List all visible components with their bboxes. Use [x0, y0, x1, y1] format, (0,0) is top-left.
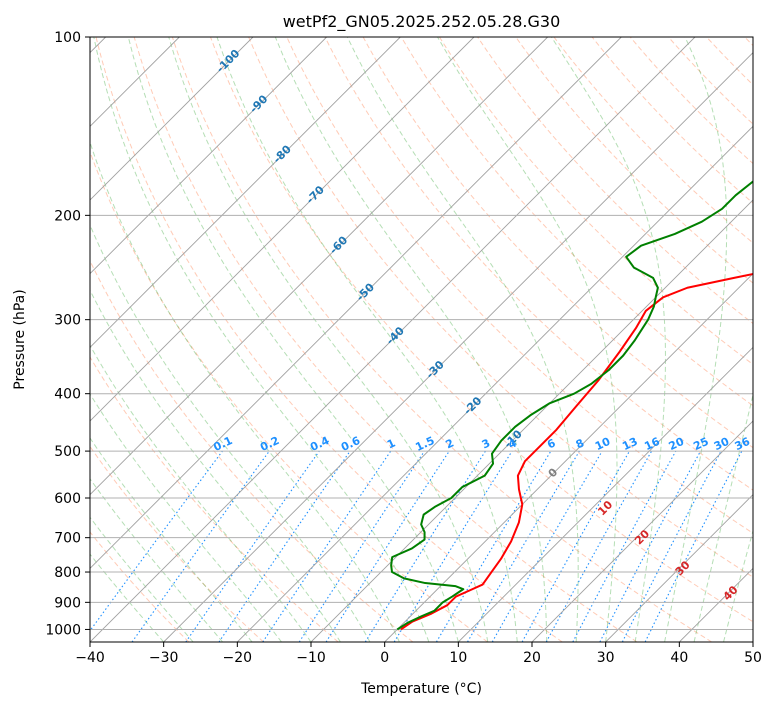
moist-adiabat-line [90, 393, 282, 642]
moist-adiabat-line [346, 37, 579, 642]
mixing-ratio-line [185, 450, 320, 642]
moist-adiabat-line [90, 437, 253, 642]
mixing-ratio-line [90, 450, 223, 632]
dry-adiabat-line [133, 37, 638, 642]
dry-adiabat-line [90, 150, 488, 642]
y-tick-label: 200 [54, 208, 81, 224]
x-tick-label: −40 [75, 650, 105, 666]
x-tick-label: 10 [449, 650, 467, 666]
plot-frame [89, 36, 754, 643]
moist-adiabat-line [168, 37, 489, 642]
dry-adiabat-line [90, 259, 414, 642]
mixing-ratio-line [572, 450, 677, 642]
dry-adiabat-line [210, 37, 753, 623]
mixing-ratio-line [218, 450, 351, 642]
moist-adiabat-line [551, 37, 666, 642]
mixing-ratio-line [491, 450, 603, 642]
y-axis-label: Pressure (hPa) [12, 289, 28, 389]
y-tick-label: 300 [54, 313, 81, 329]
moist-adiabat-line [90, 140, 400, 642]
isotherm-line [90, 37, 622, 569]
dry-adiabat-line [171, 37, 712, 642]
dry-adiabat-line [286, 37, 753, 534]
mixing-ratio-lines [90, 450, 743, 642]
y-tick-label: 100 [54, 30, 81, 46]
y-tick-label: 600 [54, 491, 81, 507]
x-tick-label: 0 [380, 650, 389, 666]
profile-series [390, 180, 753, 631]
moist-adiabat-line [216, 37, 518, 642]
mixing-ratio-label: 30 [712, 435, 732, 453]
mixing-ratio-label: 10 [593, 435, 613, 453]
temperature-line [400, 272, 753, 631]
y-tick-label: 900 [54, 595, 81, 611]
mixing-ratio-line [131, 450, 270, 642]
isotherm-line [531, 420, 753, 642]
mixing-ratio-line [521, 450, 630, 642]
moist-adiabat-line [93, 37, 430, 642]
x-tick-label: 30 [597, 650, 615, 666]
isotherm-line [90, 37, 327, 275]
dry-adiabat-line [90, 356, 339, 642]
x-tick-label: −10 [296, 650, 326, 666]
isotherm-line [310, 199, 753, 642]
mixing-ratio-label: 36 [733, 435, 753, 453]
mixing-ratio-label: 16 [642, 435, 662, 453]
dewpoint-line [390, 180, 753, 631]
moist-adiabat-line [437, 37, 618, 642]
x-axis-label: Temperature (°C) [360, 681, 482, 697]
isotherm-line [90, 37, 548, 496]
mixing-ratio-line [325, 450, 450, 642]
plot-content: -100-90-80-70-60-50-40-30-20-1000.1 0.2 0.… [90, 37, 753, 642]
moist-adiabat-line [723, 529, 753, 642]
dry-adiabat-line [248, 37, 753, 578]
isotherm-line [384, 273, 753, 642]
dry-adiabat-line [439, 37, 753, 366]
isotherm-line [90, 37, 254, 201]
moist-adiabat-line [90, 289, 341, 642]
dry-adiabat-line [95, 37, 563, 642]
dry-adiabat-line [477, 37, 753, 325]
mixing-ratio-label: 13 [620, 435, 639, 453]
y-tick-label: 700 [54, 531, 81, 547]
y-tick-label: 1000 [45, 622, 81, 638]
isotherm-line [163, 52, 753, 642]
dry-adiabat-line [553, 37, 753, 244]
moist-adiabat-line [664, 37, 728, 642]
moist-adiabat-line [90, 223, 371, 642]
chart-title: wetPf2_GN05.2025.252.05.28.G30 [283, 12, 561, 32]
axes-layer: −40 −30 −20 −10 0 10 20 30 40 50 1000 900 800 700 600 5… [45, 30, 762, 666]
isotherm-line [90, 37, 475, 422]
mixing-ratio-label: 20 [667, 435, 687, 453]
mixing-ratio-line [364, 450, 486, 642]
x-tick-label: 50 [744, 650, 762, 666]
y-tick-label: 800 [54, 565, 81, 581]
y-tick-label: 400 [54, 387, 81, 403]
mixing-ratio-label: 25 [691, 435, 710, 453]
x-tick-label: −30 [149, 650, 179, 666]
isobars [90, 37, 753, 630]
x-tick-label: −20 [223, 650, 253, 666]
isotherm-line [237, 125, 753, 642]
mixing-ratio-line [467, 450, 580, 642]
isotherm-line [90, 37, 696, 642]
dry-adiabat-line [591, 37, 753, 204]
moist-adiabat-line [693, 392, 753, 642]
dry-adiabat-line [324, 37, 753, 491]
plot-area [90, 37, 753, 642]
isotherms [90, 37, 753, 642]
x-tick-label: 40 [670, 650, 688, 666]
dry-adiabat-line [400, 37, 753, 407]
mixing-ratio-line [435, 450, 552, 642]
dry-adiabat-line [90, 531, 190, 642]
x-tick-label: 20 [523, 650, 541, 666]
y-tick-label: 500 [54, 444, 81, 460]
isotherm-line [605, 494, 753, 642]
mixing-ratio-line [393, 450, 513, 642]
moist-adiabat-line [90, 477, 223, 642]
isotherm-line [90, 37, 401, 348]
isotherm-line [458, 346, 753, 642]
